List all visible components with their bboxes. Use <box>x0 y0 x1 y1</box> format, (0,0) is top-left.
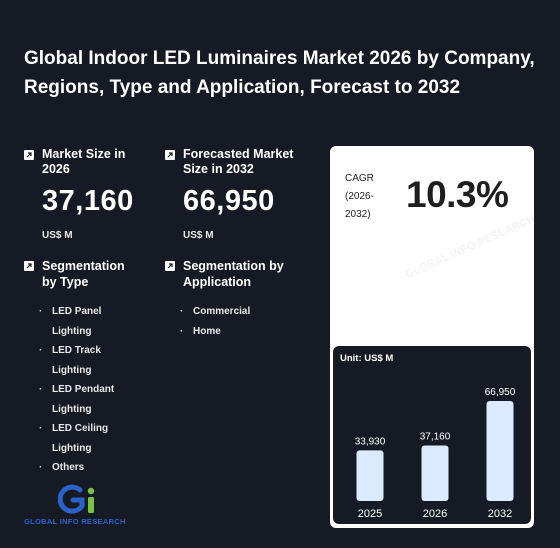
arrow-up-right-icon <box>24 261 34 271</box>
chart-unit-label: Unit: US$ M <box>340 353 394 364</box>
forecast-size-block: Forecasted Market Size in 2032 66,950 US… <box>165 147 313 241</box>
x-tick-label: 2026 <box>423 508 447 520</box>
logo-mark-icon <box>58 484 95 514</box>
market-size-label: Market Size in 2026 <box>42 147 126 176</box>
cagr-label: CAGR (2026-2032) <box>345 173 374 220</box>
bar-value-label: 37,160 <box>420 431 451 442</box>
list-item: Others <box>37 458 117 478</box>
x-tick-label: 2032 <box>488 508 512 520</box>
segmentation-type-block: Segmentation by Type LED Panel Lighting … <box>24 258 144 478</box>
arrow-up-right-icon <box>24 150 34 160</box>
segmentation-application-list: Commercial Home <box>178 302 288 341</box>
segmentation-type-label: Segmentation by Type <box>42 259 125 289</box>
chart-canvas: 33,930 2025 37,160 2026 66,950 2032 <box>355 387 516 520</box>
page-title: Global Indoor LED Luminaires Market 2026… <box>24 48 535 98</box>
cagr-card: CAGR (2026-2032) 10.3% GLOBAL INFO RESEA… <box>330 146 534 528</box>
list-item: LED Ceiling Lighting <box>37 419 117 458</box>
x-tick-label: 2025 <box>358 508 382 520</box>
bar-chart: Unit: US$ M 33,930 2025 37,160 2026 66,950 20… <box>333 346 531 524</box>
bar-2025 <box>356 450 384 501</box>
list-item: Commercial <box>178 302 288 322</box>
market-size-block: Market Size in 2026 37,160 US$ M <box>24 147 137 241</box>
list-item: LED Panel Lighting <box>37 302 117 341</box>
bar-2032 <box>486 401 514 501</box>
segmentation-application-block: Segmentation by Application Commercial H… <box>165 258 305 341</box>
market-size-value: 37,160 <box>42 185 134 217</box>
watermark: GLOBAL INFO RESEARCH <box>403 212 534 282</box>
company-logo: GLOBAL INFO RESEARCH <box>24 484 144 530</box>
forecast-size-unit: US$ M <box>183 230 214 241</box>
logo-text: GLOBAL INFO RESEARCH <box>24 517 126 526</box>
bar-value-label: 66,950 <box>485 387 516 398</box>
forecast-size-label: Forecasted Market Size in 2032 <box>183 147 294 176</box>
segmentation-application-label: Segmentation by Application <box>183 259 284 289</box>
forecast-size-value: 66,950 <box>183 185 275 217</box>
cagr-value: 10.3% <box>406 174 509 215</box>
bar-2026 <box>421 445 449 501</box>
bar-value-label: 33,930 <box>355 436 386 447</box>
list-item: Home <box>178 322 288 342</box>
market-size-unit: US$ M <box>42 230 73 241</box>
arrow-up-right-icon <box>165 150 175 160</box>
list-item: LED Pendant Lighting <box>37 380 117 419</box>
list-item: LED Track Lighting <box>37 341 117 380</box>
segmentation-type-list: LED Panel Lighting LED Track Lighting LE… <box>37 302 117 478</box>
arrow-up-right-icon <box>165 261 175 271</box>
